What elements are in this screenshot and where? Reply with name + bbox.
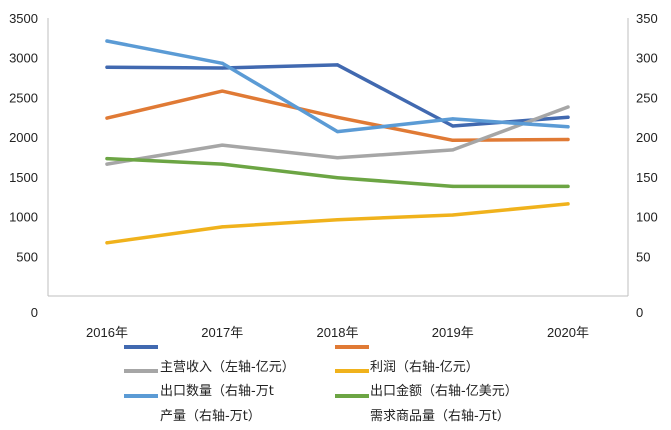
left-tick-label: 500 [16, 249, 38, 264]
left-tick-label: 1500 [9, 170, 38, 185]
x-tick-label: 2017年 [201, 325, 243, 340]
left-axis-ticks: 0 500 1000 1500 2000 2500 3000 3500 [9, 11, 38, 320]
series-line-4 [105, 202, 570, 245]
data-point [335, 156, 340, 160]
series-line-6 [105, 156, 570, 189]
data-point [105, 162, 109, 166]
left-tick-label: 3000 [9, 51, 38, 66]
x-tick-label: 2018年 [317, 325, 359, 340]
legend-label: 产量（右轴-万t） [160, 409, 261, 424]
data-point [451, 124, 455, 128]
data-point [566, 184, 570, 188]
right-tick-label: 100 [636, 210, 658, 225]
data-point [105, 156, 109, 161]
data-point [451, 213, 455, 217]
series-lines [105, 39, 570, 245]
data-point [105, 39, 109, 43]
legend-label: 出口金额（右轴-亿美元） [370, 383, 518, 399]
data-point [566, 125, 570, 129]
right-tick-label: 150 [636, 170, 658, 185]
data-point [451, 148, 455, 152]
x-tick-label: 2020年 [547, 325, 589, 340]
data-point [451, 138, 455, 142]
right-tick-label: 250 [636, 90, 658, 105]
data-point [220, 66, 224, 70]
right-tick-label: 350 [636, 11, 658, 26]
plot-area [47, 18, 629, 297]
legend: 主营收入（左轴-亿元） 利润（右轴-亿元） 出口数量（右轴-万t 出口金额（右轴-亿美… [124, 345, 518, 424]
left-tick-label: 1000 [9, 210, 38, 225]
data-point [105, 241, 109, 245]
data-point [566, 105, 570, 109]
data-point [220, 225, 224, 229]
data-point [220, 61, 224, 65]
right-tick-label: 200 [636, 130, 658, 145]
legend-label: 需求商品量（右轴-万t） [370, 409, 510, 424]
left-tick-label: 2500 [9, 90, 38, 105]
right-tick-label: 300 [636, 51, 658, 66]
data-point [220, 143, 224, 147]
legend-label: 利润（右轴-亿元） [370, 360, 479, 375]
left-tick-label: 2000 [9, 130, 38, 145]
data-point [335, 115, 340, 119]
legend-label: 主营收入（左轴-亿元） [160, 360, 295, 375]
data-point [220, 89, 224, 93]
right-tick-label: 50 [636, 249, 650, 264]
data-point [451, 184, 455, 188]
data-point [566, 137, 570, 142]
right-axis-ticks: 0 50 100 150 200 250 300 350 [636, 11, 658, 320]
data-point [220, 162, 224, 166]
data-point [451, 117, 455, 121]
x-tick-label: 2016年 [86, 325, 128, 340]
data-point [566, 202, 570, 206]
data-point [335, 63, 340, 67]
legend-label: 出口数量（右轴-万t [160, 384, 274, 399]
data-point [105, 116, 109, 120]
x-tick-label: 2019年 [432, 325, 474, 340]
right-tick-label: 0 [636, 305, 643, 320]
data-point [335, 129, 340, 134]
data-point [335, 176, 340, 180]
x-axis-ticks: 2016年 2017年 2018年 2019年 2020年 [86, 325, 589, 340]
left-tick-label: 0 [31, 305, 38, 320]
left-tick-label: 3500 [9, 11, 38, 26]
data-point [105, 65, 109, 69]
data-point [335, 218, 340, 222]
data-point [566, 115, 570, 119]
